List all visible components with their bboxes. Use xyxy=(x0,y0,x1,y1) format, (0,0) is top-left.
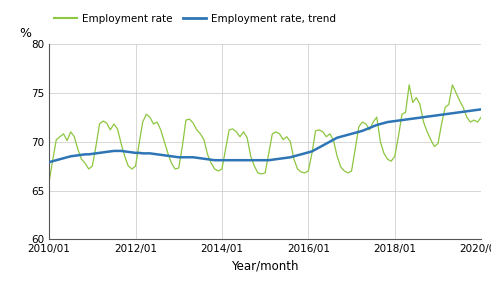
Text: %: % xyxy=(19,27,31,40)
Legend: Employment rate, Employment rate, trend: Employment rate, Employment rate, trend xyxy=(55,14,336,24)
X-axis label: Year/month: Year/month xyxy=(231,260,299,273)
